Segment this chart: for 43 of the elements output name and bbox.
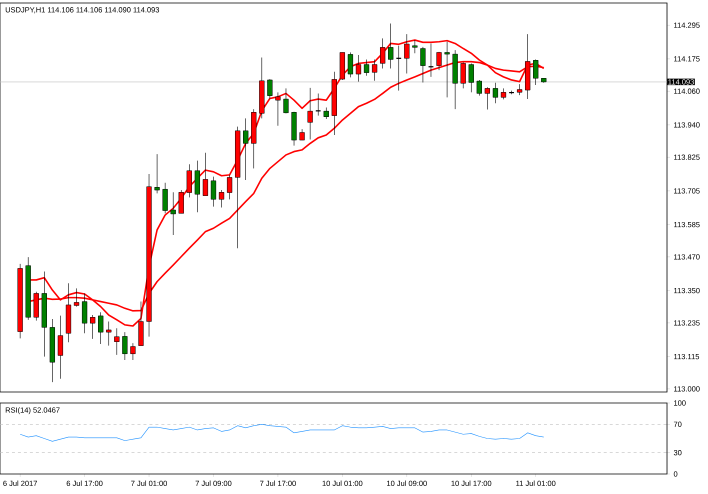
candlestick [218, 190, 224, 208]
candlestick [364, 59, 370, 76]
candlestick [484, 86, 490, 110]
candlestick [90, 314, 96, 340]
candlestick [98, 312, 104, 344]
candlestick [444, 41, 450, 98]
candlestick [82, 293, 88, 334]
candlestick [468, 63, 474, 93]
candlestick [170, 192, 176, 236]
candlestick [130, 342, 136, 360]
candlestick [428, 43, 434, 78]
candlestick [324, 107, 329, 120]
candlestick [243, 118, 248, 180]
candlestick [58, 315, 64, 380]
candlestick [348, 52, 354, 78]
candlestick [356, 54, 362, 82]
candlestick [299, 128, 305, 140]
candlestick [533, 59, 538, 86]
candlestick [162, 182, 168, 214]
candlestick [194, 160, 200, 213]
candlestick [388, 23, 394, 69]
candlestick [420, 46, 426, 83]
candlestick [202, 152, 208, 196]
candlestick [154, 154, 160, 194]
candlestick [476, 80, 482, 96]
candlestick [114, 328, 120, 356]
candlestick [492, 82, 498, 104]
candlestick [226, 174, 232, 200]
candlestick [74, 288, 80, 307]
candlestick [122, 332, 128, 360]
candlestick [275, 92, 281, 126]
candlestick [178, 190, 184, 214]
candlestick [396, 45, 402, 91]
candlestick [267, 78, 273, 99]
candlestick [283, 88, 289, 114]
candlestick [500, 88, 506, 100]
candlestick [372, 59, 378, 82]
candlestick [412, 40, 418, 54]
candlestick [186, 164, 192, 198]
candlestick [516, 84, 522, 96]
candlestick [210, 176, 216, 207]
candlestick [307, 88, 313, 140]
candlestick [106, 321, 112, 346]
